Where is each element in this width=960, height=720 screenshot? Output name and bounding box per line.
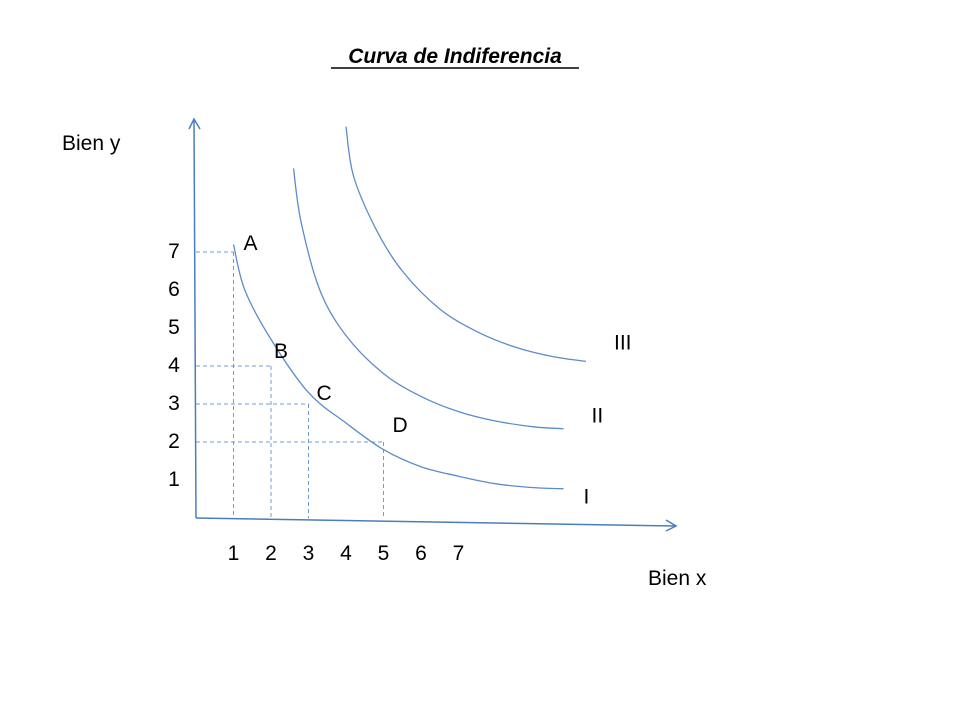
x-tick-label: 6 [415,542,427,565]
y-tick-label: 4 [168,354,180,377]
y-tick-label: 3 [168,392,180,415]
point-label-b: B [274,340,288,363]
x-axis-line [195,517,677,527]
y-axis-title: Bien y [62,132,121,155]
tick-labels: 1 2 3 4 5 6 7 1 2 3 4 5 6 7 [168,240,464,565]
curve-label-i: I [584,486,590,509]
x-tick-label: 7 [453,542,465,565]
x-tick-label: 2 [265,542,277,565]
guide-lines [196,251,384,518]
indifference-curve-iii [345,126,587,363]
indifference-curves [232,126,587,490]
x-tick-label: 3 [303,542,315,565]
indifference-curve-i [232,244,564,490]
x-axis-arrow-icon [665,519,678,532]
x-axis-title: Bien x [648,567,707,590]
x-tick-label: 4 [340,542,352,565]
y-axis-arrow-icon [188,117,201,130]
y-axis-line [193,118,197,519]
curve-label-ii: II [592,405,604,428]
point-label-d: D [393,414,408,437]
x-tick-label: 1 [228,542,240,565]
y-tick-label: 2 [168,430,180,453]
axes [188,117,678,532]
point-label-a: A [244,232,258,255]
y-tick-label: 6 [168,278,180,301]
y-tick-label: 5 [168,316,180,339]
x-tick-label: 5 [378,542,390,565]
chart-title: Curva de Indiferencia [348,45,562,68]
indifference-curve-ii [292,168,564,430]
y-tick-label: 1 [168,468,180,491]
point-label-c: C [317,382,332,405]
y-tick-label: 7 [168,240,180,263]
curve-label-iii: III [614,331,632,354]
